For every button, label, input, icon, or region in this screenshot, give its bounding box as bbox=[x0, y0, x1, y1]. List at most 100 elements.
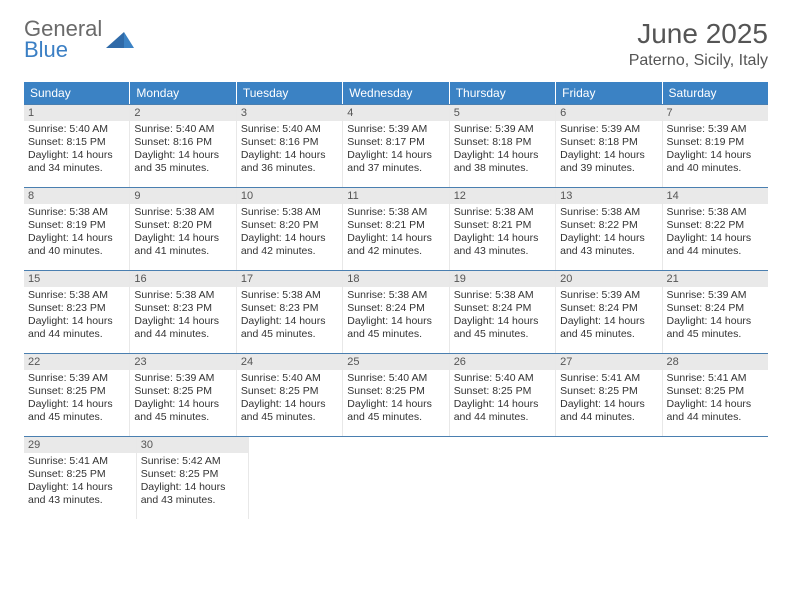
empty-day-cell bbox=[561, 437, 665, 519]
day-number: 19 bbox=[450, 271, 555, 287]
page-header: General Blue June 2025 Paterno, Sicily, … bbox=[0, 0, 792, 78]
sunset-line: Sunset: 8:25 PM bbox=[667, 385, 764, 398]
day-number: 16 bbox=[130, 271, 235, 287]
day-number: 10 bbox=[237, 188, 342, 204]
day-cell: 22 Sunrise: 5:39 AMSunset: 8:25 PMDayligh… bbox=[24, 354, 130, 436]
day-number: 9 bbox=[130, 188, 235, 204]
day-of-week-cell: Saturday bbox=[663, 82, 768, 104]
sunset-line: Sunset: 8:19 PM bbox=[667, 136, 764, 149]
sunset-line: Sunset: 8:25 PM bbox=[560, 385, 657, 398]
sunrise-line: Sunrise: 5:40 AM bbox=[347, 372, 444, 385]
daylight-line: Daylight: 14 hours and 45 minutes. bbox=[241, 398, 338, 424]
logo-triangle-icon bbox=[106, 26, 134, 53]
day-cell: 23Sunrise: 5:39 AMSunset: 8:25 PMDayligh… bbox=[130, 354, 236, 436]
day-cell: 1Sunrise: 5:40 AMSunset: 8:15 PMDaylight… bbox=[24, 105, 130, 187]
daylight-line: Daylight: 14 hours and 38 minutes. bbox=[454, 149, 551, 175]
daylight-line: Daylight: 14 hours and 44 minutes. bbox=[28, 315, 125, 341]
day-cell: 12Sunrise: 5:38 AMSunset: 8:21 PMDayligh… bbox=[450, 188, 556, 270]
day-of-week-cell: Sunday bbox=[24, 82, 130, 104]
sunset-line: Sunset: 8:25 PM bbox=[347, 385, 444, 398]
sunset-line: Sunset: 8:25 PM bbox=[141, 468, 245, 481]
week-row: 15Sunrise: 5:38 AMSunset: 8:23 PMDayligh… bbox=[24, 270, 768, 353]
month-title: June 2025 bbox=[629, 18, 768, 50]
day-number: 23 bbox=[130, 354, 235, 370]
logo: General Blue bbox=[24, 18, 134, 61]
daylight-line: Daylight: 14 hours and 44 minutes. bbox=[667, 232, 764, 258]
sunrise-line: Sunrise: 5:40 AM bbox=[241, 372, 338, 385]
week-row: 29Sunrise: 5:41 AMSunset: 8:25 PMDayligh… bbox=[24, 436, 768, 519]
day-number: 12 bbox=[450, 188, 555, 204]
daylight-line: Daylight: 14 hours and 42 minutes. bbox=[347, 232, 444, 258]
day-number: 3 bbox=[237, 105, 342, 121]
day-number: 2 bbox=[130, 105, 235, 121]
sunrise-line: Sunrise: 5:41 AM bbox=[560, 372, 657, 385]
day-of-week-cell: Friday bbox=[556, 82, 662, 104]
day-cell: 6Sunrise: 5:39 AMSunset: 8:18 PMDaylight… bbox=[556, 105, 662, 187]
sunset-line: Sunset: 8:25 PM bbox=[241, 385, 338, 398]
sunrise-line: Sunrise: 5:38 AM bbox=[28, 206, 125, 219]
day-of-week-header: SundayMondayTuesdayWednesdayThursdayFrid… bbox=[24, 82, 768, 104]
sunrise-line: Sunrise: 5:42 AM bbox=[141, 455, 245, 468]
daylight-line: Daylight: 14 hours and 34 minutes. bbox=[28, 149, 125, 175]
daylight-line: Daylight: 14 hours and 43 minutes. bbox=[141, 481, 245, 507]
location-text: Paterno, Sicily, Italy bbox=[629, 52, 768, 70]
daylight-line: Daylight: 14 hours and 45 minutes. bbox=[241, 315, 338, 341]
daylight-line: Daylight: 14 hours and 36 minutes. bbox=[241, 149, 338, 175]
sunset-line: Sunset: 8:22 PM bbox=[667, 219, 764, 232]
sunset-line: Sunset: 8:18 PM bbox=[560, 136, 657, 149]
sunset-line: Sunset: 8:20 PM bbox=[241, 219, 338, 232]
daylight-line: Daylight: 14 hours and 43 minutes. bbox=[454, 232, 551, 258]
day-cell: 11Sunrise: 5:38 AMSunset: 8:21 PMDayligh… bbox=[343, 188, 449, 270]
sunrise-line: Sunrise: 5:39 AM bbox=[28, 372, 125, 385]
daylight-line: Daylight: 14 hours and 44 minutes. bbox=[560, 398, 657, 424]
daylight-line: Daylight: 14 hours and 40 minutes. bbox=[28, 232, 125, 258]
sunset-line: Sunset: 8:21 PM bbox=[454, 219, 551, 232]
day-cell: 10Sunrise: 5:38 AMSunset: 8:20 PMDayligh… bbox=[237, 188, 343, 270]
day-of-week-cell: Tuesday bbox=[237, 82, 343, 104]
sunset-line: Sunset: 8:20 PM bbox=[134, 219, 231, 232]
daylight-line: Daylight: 14 hours and 42 minutes. bbox=[241, 232, 338, 258]
sunset-line: Sunset: 8:15 PM bbox=[28, 136, 125, 149]
daylight-line: Daylight: 14 hours and 45 minutes. bbox=[28, 398, 125, 424]
daylight-line: Daylight: 14 hours and 40 minutes. bbox=[667, 149, 764, 175]
daylight-line: Daylight: 14 hours and 41 minutes. bbox=[134, 232, 231, 258]
logo-text-blue: Blue bbox=[24, 39, 102, 61]
title-block: June 2025 Paterno, Sicily, Italy bbox=[629, 18, 768, 70]
sunrise-line: Sunrise: 5:38 AM bbox=[560, 206, 657, 219]
day-cell: 2Sunrise: 5:40 AMSunset: 8:16 PMDaylight… bbox=[130, 105, 236, 187]
day-cell: 28Sunrise: 5:41 AMSunset: 8:25 PMDayligh… bbox=[663, 354, 768, 436]
sunrise-line: Sunrise: 5:40 AM bbox=[454, 372, 551, 385]
day-number: 26 bbox=[450, 354, 555, 370]
daylight-line: Daylight: 14 hours and 43 minutes. bbox=[28, 481, 132, 507]
sunrise-line: Sunrise: 5:39 AM bbox=[454, 123, 551, 136]
sunrise-line: Sunrise: 5:38 AM bbox=[28, 289, 125, 302]
day-number: 27 bbox=[556, 354, 661, 370]
sunset-line: Sunset: 8:24 PM bbox=[560, 302, 657, 315]
day-cell: 16Sunrise: 5:38 AMSunset: 8:23 PMDayligh… bbox=[130, 271, 236, 353]
day-cell: 9Sunrise: 5:38 AMSunset: 8:20 PMDaylight… bbox=[130, 188, 236, 270]
sunset-line: Sunset: 8:25 PM bbox=[134, 385, 231, 398]
sunrise-line: Sunrise: 5:41 AM bbox=[667, 372, 764, 385]
sunrise-line: Sunrise: 5:38 AM bbox=[347, 289, 444, 302]
day-number: 7 bbox=[663, 105, 768, 121]
sunrise-line: Sunrise: 5:40 AM bbox=[134, 123, 231, 136]
sunrise-line: Sunrise: 5:39 AM bbox=[560, 289, 657, 302]
sunrise-line: Sunrise: 5:38 AM bbox=[134, 289, 231, 302]
day-cell: 30Sunrise: 5:42 AMSunset: 8:25 PMDayligh… bbox=[137, 437, 250, 519]
daylight-line: Daylight: 14 hours and 39 minutes. bbox=[560, 149, 657, 175]
empty-day-cell bbox=[353, 437, 457, 519]
day-cell: 4Sunrise: 5:39 AMSunset: 8:17 PMDaylight… bbox=[343, 105, 449, 187]
sunset-line: Sunset: 8:19 PM bbox=[28, 219, 125, 232]
day-cell: 17Sunrise: 5:38 AMSunset: 8:23 PMDayligh… bbox=[237, 271, 343, 353]
sunset-line: Sunset: 8:23 PM bbox=[134, 302, 231, 315]
daylight-line: Daylight: 14 hours and 45 minutes. bbox=[134, 398, 231, 424]
day-cell: 14Sunrise: 5:38 AMSunset: 8:22 PMDayligh… bbox=[663, 188, 768, 270]
sunset-line: Sunset: 8:24 PM bbox=[347, 302, 444, 315]
daylight-line: Daylight: 14 hours and 44 minutes. bbox=[667, 398, 764, 424]
daylight-line: Daylight: 14 hours and 45 minutes. bbox=[347, 398, 444, 424]
sunrise-line: Sunrise: 5:41 AM bbox=[28, 455, 132, 468]
day-number: 20 bbox=[556, 271, 661, 287]
week-row: 8Sunrise: 5:38 AMSunset: 8:19 PMDaylight… bbox=[24, 187, 768, 270]
sunset-line: Sunset: 8:25 PM bbox=[28, 385, 125, 398]
day-number: 22 bbox=[24, 354, 129, 370]
